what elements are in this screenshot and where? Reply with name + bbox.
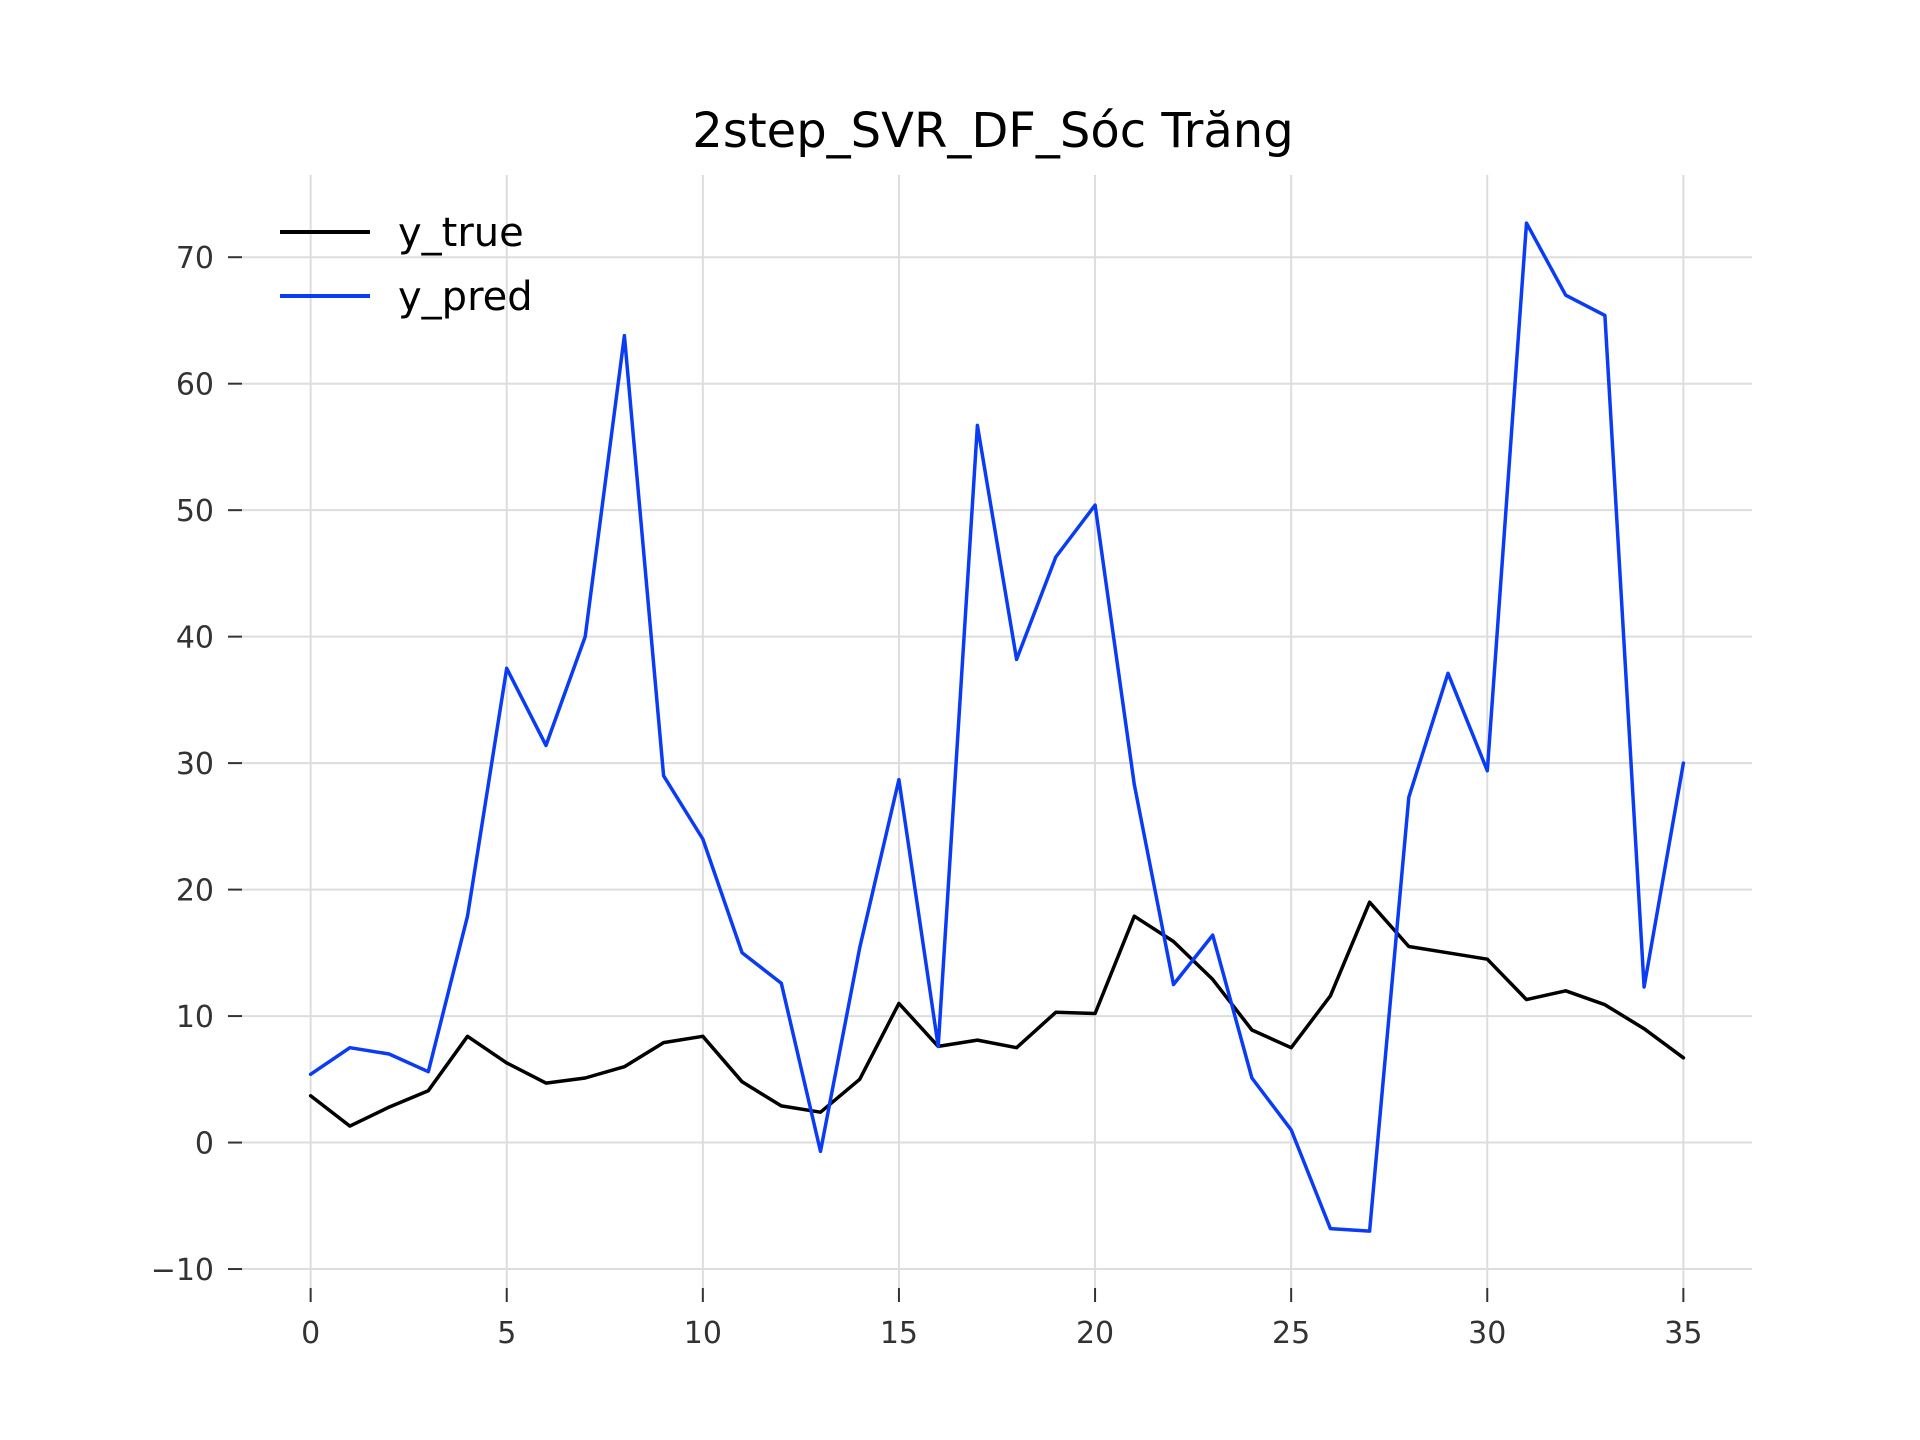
y-tick-label: 0 (195, 1127, 214, 1162)
x-tick-label: 25 (1272, 1316, 1310, 1351)
x-axis: 0 5 10 15 20 25 30 35 (301, 1288, 1702, 1351)
y-tick-label: 60 (176, 368, 214, 403)
legend-label-y-true: y_true (398, 210, 524, 256)
x-tick-label: 15 (880, 1316, 918, 1351)
y-gridlines (242, 256, 1752, 1271)
y-tick-label: 10 (176, 1000, 214, 1035)
x-tick-label: 35 (1664, 1316, 1702, 1351)
y-tick-label: 40 (176, 621, 214, 656)
series-line-y-true (308, 900, 1686, 1128)
y-tick-label: 50 (176, 494, 214, 529)
x-tick-label: 5 (497, 1316, 516, 1351)
y-tick-label: −10 (151, 1253, 214, 1288)
x-tick-label: 20 (1076, 1316, 1114, 1351)
y-axis: −10 0 10 20 30 40 50 60 70 (151, 241, 242, 1288)
series-layer (308, 221, 1686, 1233)
x-tick-label: 30 (1468, 1316, 1506, 1351)
x-tick-label: 0 (301, 1316, 320, 1351)
x-tick-label: 10 (684, 1316, 722, 1351)
series-line-y-pred (308, 221, 1686, 1233)
legend-label-y-pred: y_pred (398, 274, 533, 320)
y-tick-label: 30 (176, 747, 214, 782)
chart-title: 2step_SVR_DF_Sóc Trăng (692, 103, 1293, 159)
x-gridlines (309, 175, 1685, 1288)
y-tick-label: 70 (176, 241, 214, 276)
legend: y_true y_pred (280, 210, 533, 320)
y-tick-label: 20 (176, 874, 214, 909)
